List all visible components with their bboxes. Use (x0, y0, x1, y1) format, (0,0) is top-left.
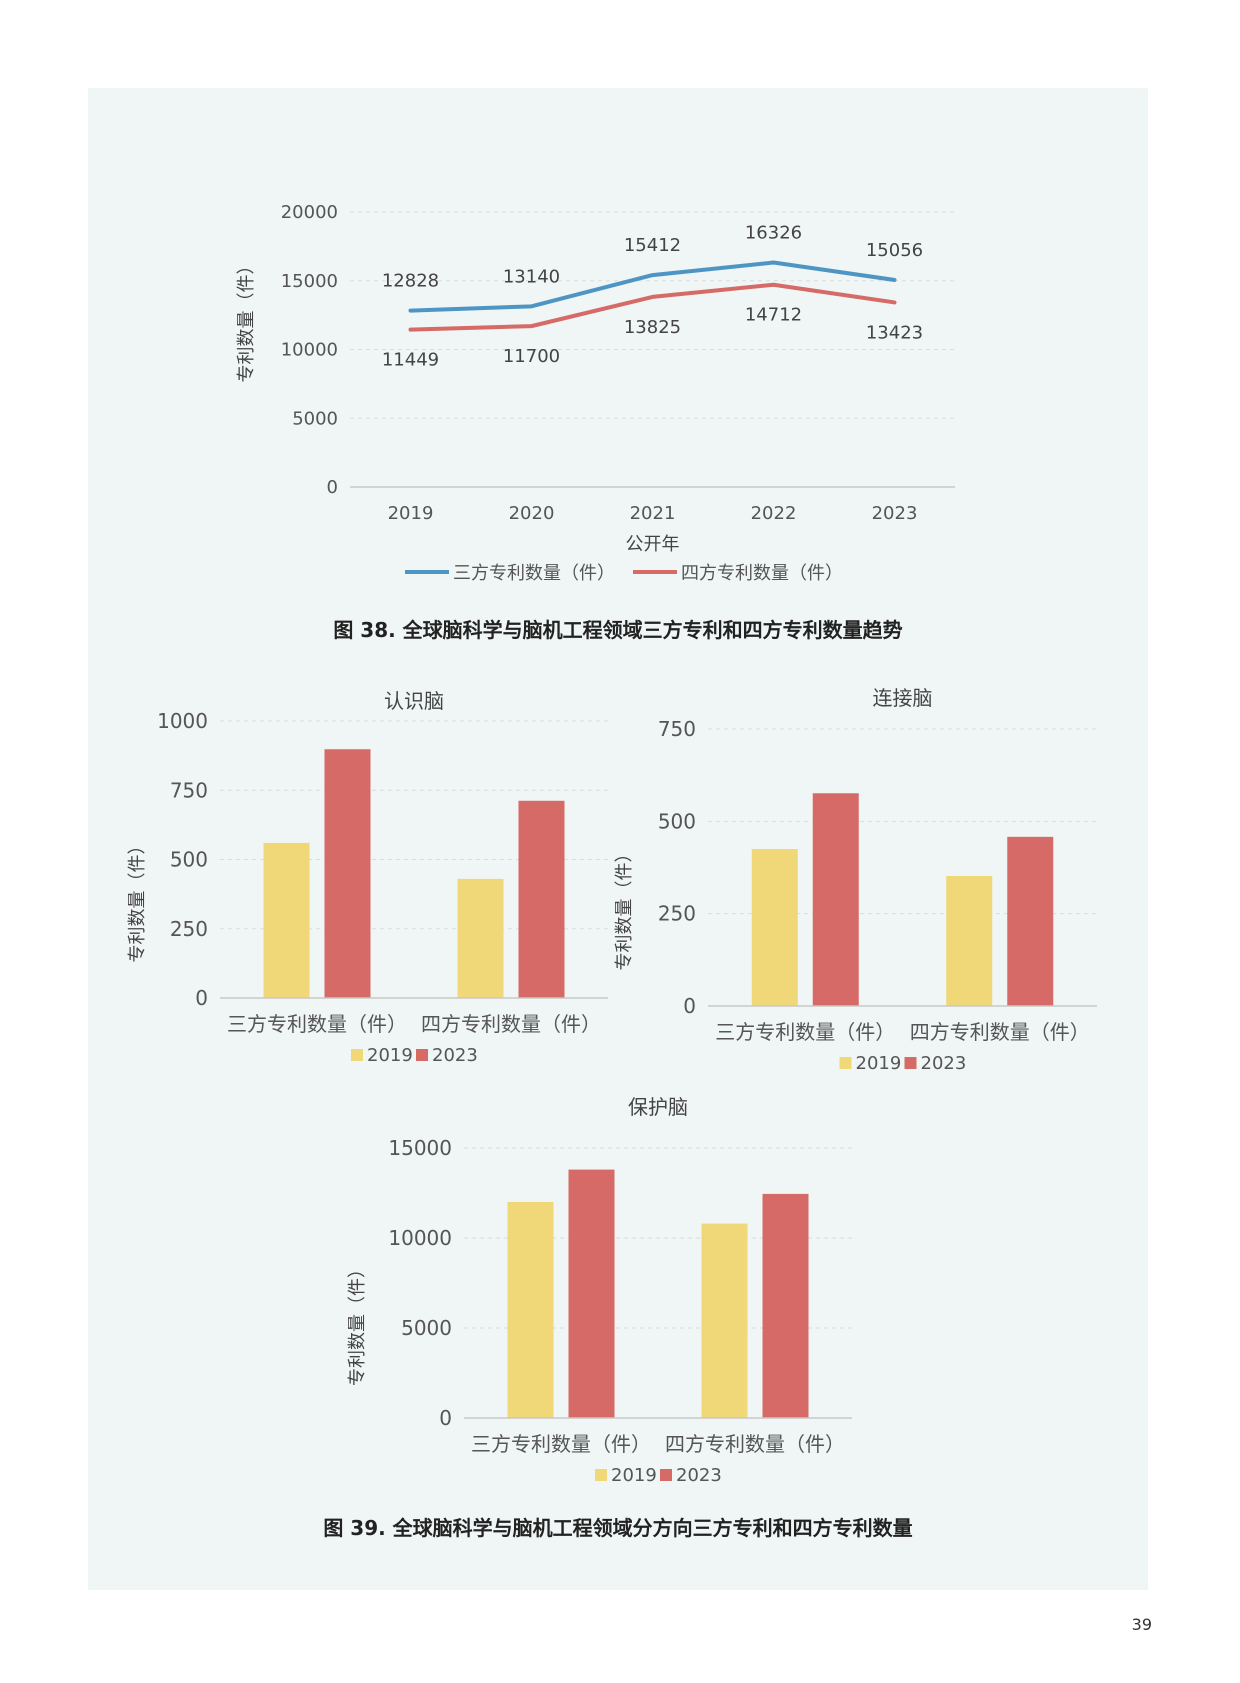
y-axis-title: 专利数量（件） (614, 845, 635, 971)
legend-label: 四方专利数量（件） (681, 563, 843, 584)
y-tick-label: 10000 (281, 340, 338, 361)
figure-39-caption: 图 39. 全球脑科学与脑机工程领域分方向三方专利和四方专利数量 (323, 1516, 913, 1540)
legend-label: 2023 (432, 1045, 478, 1066)
x-tick-label: 四方专利数量（件） (665, 1432, 845, 1456)
y-axis-title: 专利数量（件） (236, 257, 257, 383)
legend-swatch (595, 1469, 607, 1481)
bar-2023 (324, 749, 371, 998)
y-tick-label: 0 (327, 477, 338, 498)
chart-title: 连接脑 (873, 686, 933, 710)
y-tick-label: 500 (170, 848, 208, 872)
y-axis-title: 专利数量（件） (127, 837, 148, 963)
x-tick-label: 2023 (872, 503, 918, 524)
bar-2019 (701, 1223, 748, 1418)
y-tick-label: 10000 (388, 1226, 452, 1250)
x-tick-label: 四方专利数量（件） (910, 1020, 1090, 1044)
legend-swatch (904, 1057, 917, 1069)
data-label: 15056 (866, 240, 923, 261)
legend-swatch (660, 1469, 672, 1481)
y-tick-label: 15000 (281, 271, 338, 292)
x-tick-label: 三方专利数量（件） (715, 1020, 895, 1044)
bar-2019 (457, 878, 504, 998)
x-axis-title: 公开年 (626, 534, 680, 555)
x-tick-label: 四方专利数量（件） (421, 1012, 601, 1036)
y-tick-label: 5000 (292, 408, 338, 429)
x-tick-label: 三方专利数量（件） (471, 1432, 651, 1456)
x-tick-label: 2021 (630, 503, 676, 524)
y-tick-label: 20000 (281, 202, 338, 223)
series-line-triadic (408, 260, 897, 313)
bar-2019 (946, 875, 993, 1006)
y-axis-title: 专利数量（件） (347, 1260, 368, 1386)
legend-swatch (416, 1049, 428, 1061)
y-tick-label: 5000 (401, 1316, 452, 1340)
legend-label: 2019 (856, 1053, 902, 1074)
data-label: 13140 (503, 266, 560, 287)
y-tick-label: 0 (439, 1406, 452, 1430)
legend-label: 2023 (921, 1053, 967, 1074)
chart-title: 认识脑 (384, 689, 444, 713)
x-tick-label: 三方专利数量（件） (227, 1012, 407, 1036)
y-tick-label: 250 (170, 917, 208, 941)
legend-swatch (351, 1049, 363, 1061)
y-tick-label: 750 (658, 717, 696, 741)
y-tick-label: 1000 (157, 709, 208, 733)
legend-label: 三方专利数量（件） (453, 563, 615, 584)
data-label: 15412 (624, 235, 681, 256)
bar-2023 (1007, 836, 1054, 1006)
figure-38-caption: 图 38. 全球脑科学与脑机工程领域三方专利和四方专利数量趋势 (333, 618, 903, 642)
legend-swatch (839, 1057, 852, 1069)
bar-2019 (751, 849, 798, 1006)
legend-label: 2019 (611, 1465, 657, 1486)
y-tick-label: 0 (683, 994, 696, 1018)
data-label: 11449 (382, 350, 439, 371)
figure-panel (88, 88, 1148, 1590)
chart-title: 保护脑 (628, 1095, 688, 1119)
bar-2023 (812, 793, 859, 1006)
legend-label: 2023 (676, 1465, 722, 1486)
y-tick-label: 750 (170, 778, 208, 802)
x-tick-label: 2022 (751, 503, 797, 524)
bar-2019 (507, 1202, 554, 1418)
x-tick-label: 2019 (388, 503, 434, 524)
data-label: 11700 (503, 346, 560, 367)
data-label: 13825 (624, 317, 681, 338)
bar-2023 (568, 1169, 615, 1418)
x-tick-label: 2020 (509, 503, 555, 524)
bar-2023 (518, 800, 565, 998)
y-tick-label: 15000 (388, 1136, 452, 1160)
data-label: 12828 (382, 271, 439, 292)
data-label: 16326 (745, 223, 802, 244)
y-tick-label: 0 (195, 986, 208, 1010)
legend-label: 2019 (367, 1045, 413, 1066)
y-tick-label: 500 (658, 809, 696, 833)
data-label: 13423 (866, 322, 923, 343)
bar-2019 (263, 842, 310, 998)
y-tick-label: 250 (658, 902, 696, 926)
page-number: 39 (1131, 1615, 1152, 1634)
bar-2023 (762, 1193, 809, 1418)
series-line-quad (408, 282, 897, 332)
data-label: 14712 (745, 305, 802, 326)
